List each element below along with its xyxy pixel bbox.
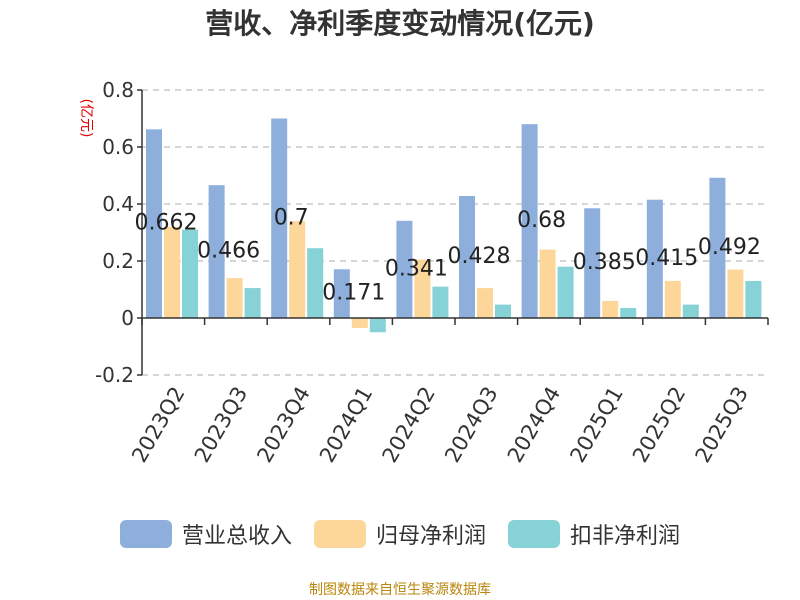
bar-net-profit[interactable]	[539, 249, 556, 318]
bar-revenue[interactable]	[333, 269, 350, 318]
legend-item-deducted-profit[interactable]: 扣非净利润	[508, 518, 680, 550]
bar-revenue[interactable]	[271, 118, 288, 319]
bar-deducted-profit[interactable]	[432, 286, 449, 318]
bar-net-profit[interactable]	[351, 318, 368, 328]
bar-revenue[interactable]	[459, 196, 475, 318]
data-label: 0.171	[322, 281, 385, 306]
legend-swatch-net-profit	[313, 520, 366, 548]
x-tick-label: 2024Q1	[315, 383, 377, 467]
x-tick-label: 2025Q2	[628, 383, 690, 467]
data-label: 0.415	[635, 246, 698, 271]
bar-deducted-profit[interactable]	[620, 308, 637, 318]
data-label: 0.68	[517, 208, 566, 233]
bar-revenue[interactable]	[709, 177, 726, 318]
grid-lines	[142, 89, 768, 376]
bar-revenue[interactable]	[396, 220, 413, 318]
chart-title: 营收、净利季度变动情况(亿元)	[205, 7, 595, 40]
bars	[146, 118, 762, 333]
legend-label-deducted-profit: 扣非净利润	[570, 524, 681, 549]
x-tick-label: 2025Q3	[691, 383, 753, 467]
bar-deducted-profit[interactable]	[495, 304, 511, 318]
data-label: 0.385	[573, 250, 636, 275]
bar-deducted-profit[interactable]	[307, 248, 324, 318]
bar-net-profit[interactable]	[664, 280, 681, 318]
legend-swatch-deducted-profit	[508, 520, 560, 548]
y-tick-label: -0.2	[95, 363, 134, 387]
x-tick-label: 2025Q1	[565, 383, 627, 467]
bar-deducted-profit[interactable]	[745, 280, 762, 318]
source-note: 制图数据来自恒生聚源数据库	[309, 582, 491, 598]
bar-net-profit[interactable]	[727, 269, 744, 318]
data-label: 0.662	[135, 211, 198, 236]
data-label: 0.7	[274, 205, 309, 230]
y-tick-label: 0.8	[102, 78, 134, 102]
bar-deducted-profit[interactable]	[557, 266, 574, 318]
x-tick-label: 2023Q2	[127, 383, 189, 467]
legend-item-revenue[interactable]: 营业总收入	[119, 518, 292, 550]
bar-deducted-profit[interactable]	[369, 318, 386, 333]
bar-net-profit[interactable]	[164, 226, 180, 318]
bar-net-profit[interactable]	[414, 259, 431, 318]
bar-revenue[interactable]	[146, 129, 162, 318]
bar-net-profit[interactable]	[602, 300, 619, 318]
data-label: 0.341	[385, 256, 448, 281]
legend-swatch-revenue	[119, 520, 172, 548]
bar-revenue[interactable]	[208, 185, 225, 318]
bar-deducted-profit[interactable]	[682, 304, 699, 318]
legend: 营业总收入 归母净利润 扣非净利润	[0, 518, 800, 550]
data-label: 0.492	[698, 235, 761, 260]
x-tick-label: 2023Q3	[190, 383, 252, 467]
legend-label-net-profit: 归母净利润	[375, 524, 486, 549]
bar-revenue[interactable]	[521, 124, 538, 318]
y-tick-label: 0.6	[102, 135, 134, 159]
y-tick-label: 0.4	[102, 192, 134, 216]
y-tick-label: 0.2	[102, 249, 134, 273]
y-tick-label: 0	[121, 306, 134, 330]
legend-item-net-profit[interactable]: 归母净利润	[313, 518, 486, 550]
bar-net-profit[interactable]	[289, 221, 306, 318]
bar-deducted-profit[interactable]	[244, 288, 261, 318]
bar-deducted-profit[interactable]	[182, 229, 198, 318]
x-tick-label: 2024Q3	[440, 383, 502, 467]
x-tick-label: 2023Q4	[252, 383, 314, 467]
bar-net-profit[interactable]	[226, 278, 243, 318]
data-label: 0.428	[448, 244, 511, 269]
bar-revenue[interactable]	[584, 208, 601, 318]
legend-label-revenue: 营业总收入	[181, 524, 292, 549]
x-tick-label: 2024Q2	[378, 383, 440, 467]
x-tick-label: 2024Q4	[503, 383, 565, 467]
bar-net-profit[interactable]	[477, 288, 493, 318]
y-axis-label: (亿元)	[78, 99, 94, 138]
bar-revenue[interactable]	[646, 199, 663, 318]
data-label: 0.466	[197, 239, 260, 264]
